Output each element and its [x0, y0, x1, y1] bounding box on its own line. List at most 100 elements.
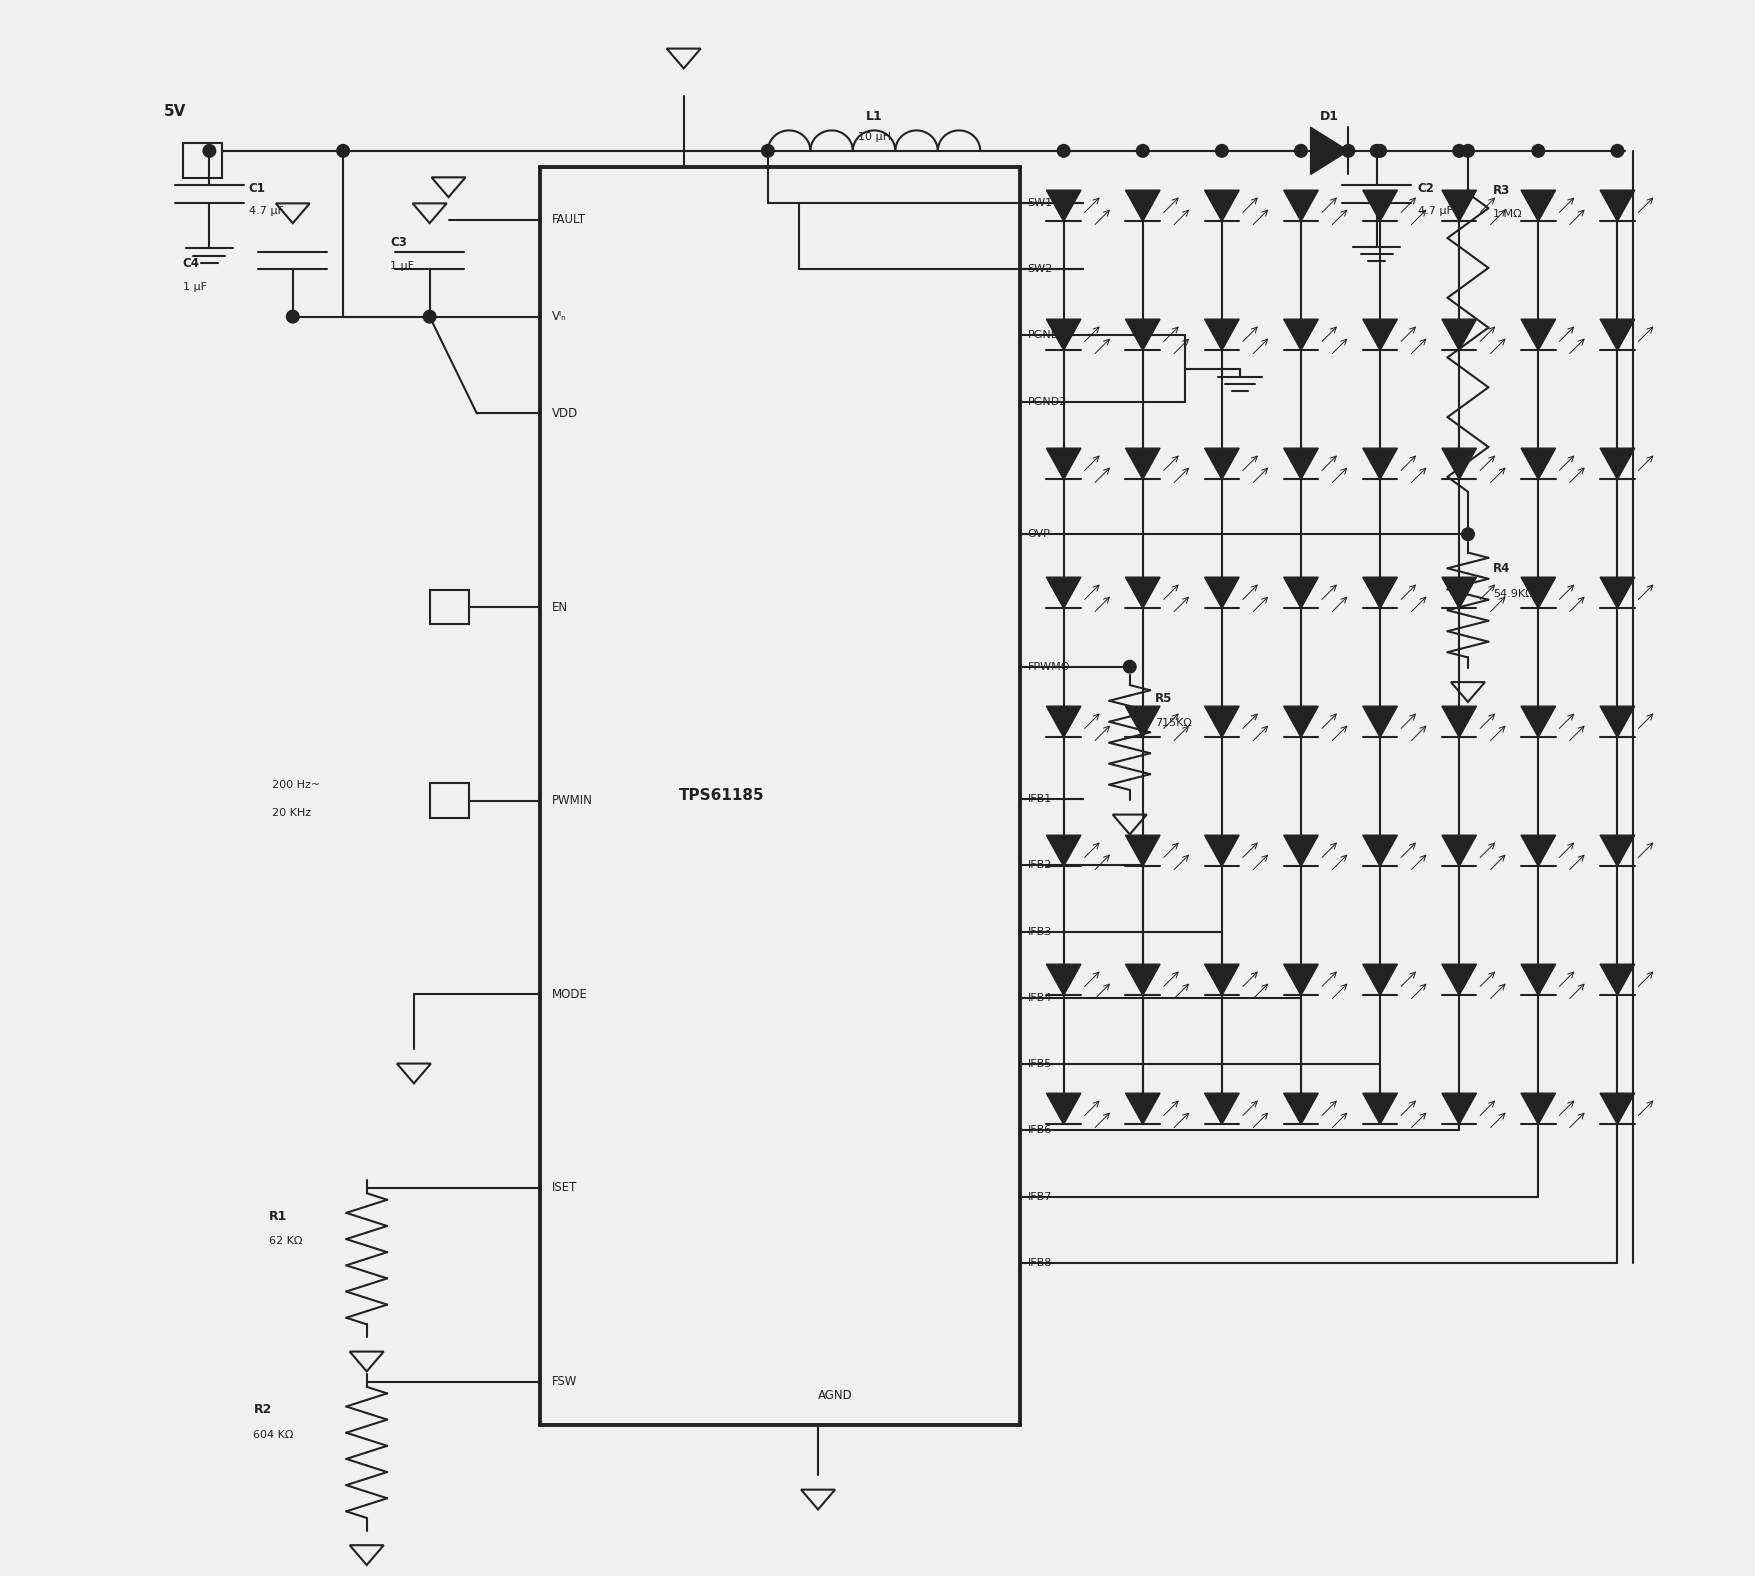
Polygon shape	[1362, 577, 1397, 608]
Text: IFB5: IFB5	[1027, 1059, 1051, 1069]
Polygon shape	[1125, 191, 1160, 221]
Text: IFB7: IFB7	[1027, 1191, 1051, 1201]
Text: PWMIN: PWMIN	[553, 794, 593, 807]
Text: C2: C2	[1416, 183, 1434, 195]
Text: FAULT: FAULT	[553, 213, 586, 227]
Text: MODE: MODE	[553, 988, 588, 1001]
Text: 5V: 5V	[163, 104, 186, 120]
Text: R2: R2	[253, 1403, 272, 1417]
Polygon shape	[1046, 965, 1081, 996]
Text: IFB3: IFB3	[1027, 927, 1051, 936]
Polygon shape	[1046, 1094, 1081, 1124]
Polygon shape	[1283, 835, 1318, 867]
Text: VDD: VDD	[553, 407, 577, 419]
Polygon shape	[1599, 835, 1634, 867]
Polygon shape	[1204, 191, 1239, 221]
Bar	[430, 783, 469, 818]
Polygon shape	[1125, 965, 1160, 996]
Circle shape	[1609, 145, 1623, 158]
Polygon shape	[1599, 191, 1634, 221]
Polygon shape	[1441, 577, 1476, 608]
Text: EN: EN	[553, 600, 569, 613]
Text: SW2: SW2	[1027, 265, 1051, 274]
Polygon shape	[1520, 320, 1555, 350]
Circle shape	[286, 310, 298, 323]
Text: 715KΩ: 715KΩ	[1155, 719, 1192, 728]
Circle shape	[1341, 145, 1353, 158]
Bar	[430, 589, 469, 624]
Polygon shape	[1520, 577, 1555, 608]
Text: L1: L1	[865, 110, 883, 123]
Polygon shape	[1125, 320, 1160, 350]
Polygon shape	[1599, 965, 1634, 996]
Text: PGND2: PGND2	[1027, 397, 1067, 407]
Text: C4: C4	[183, 257, 200, 269]
Text: IFB6: IFB6	[1027, 1125, 1051, 1135]
Circle shape	[1460, 528, 1474, 541]
Text: D1: D1	[1320, 110, 1339, 123]
Polygon shape	[1441, 1094, 1476, 1124]
Polygon shape	[1283, 191, 1318, 221]
Text: 4.7 μF: 4.7 μF	[1416, 205, 1451, 216]
Text: 200 Hz~: 200 Hz~	[272, 780, 319, 790]
Circle shape	[762, 145, 774, 158]
Circle shape	[1369, 145, 1383, 158]
Polygon shape	[1520, 835, 1555, 867]
Text: FPWMO: FPWMO	[1027, 662, 1069, 671]
Text: 1 μF: 1 μF	[390, 262, 414, 271]
Text: 4.7 μF: 4.7 μF	[249, 205, 283, 216]
Polygon shape	[1599, 706, 1634, 738]
Circle shape	[1135, 145, 1148, 158]
Polygon shape	[1362, 1094, 1397, 1124]
Polygon shape	[1441, 191, 1476, 221]
Polygon shape	[1125, 706, 1160, 738]
Text: TPS61185: TPS61185	[679, 788, 765, 804]
Text: 54.9KΩ: 54.9KΩ	[1492, 589, 1532, 599]
Text: C1: C1	[249, 183, 265, 195]
Text: C3: C3	[390, 236, 407, 249]
Polygon shape	[1441, 706, 1476, 738]
Text: 62 KΩ: 62 KΩ	[269, 1237, 302, 1247]
Polygon shape	[1599, 577, 1634, 608]
Polygon shape	[1362, 191, 1397, 221]
Polygon shape	[1362, 965, 1397, 996]
Circle shape	[1460, 145, 1474, 158]
Polygon shape	[1362, 706, 1397, 738]
Polygon shape	[1204, 577, 1239, 608]
Circle shape	[1372, 145, 1386, 158]
Text: IFB4: IFB4	[1027, 993, 1051, 1002]
Circle shape	[337, 145, 349, 158]
Polygon shape	[1520, 191, 1555, 221]
Polygon shape	[1125, 1094, 1160, 1124]
Polygon shape	[1309, 128, 1348, 175]
Polygon shape	[1125, 577, 1160, 608]
Polygon shape	[1362, 448, 1397, 479]
Polygon shape	[1441, 448, 1476, 479]
Text: 20 KHz: 20 KHz	[272, 808, 311, 818]
Text: R5: R5	[1155, 692, 1172, 704]
Text: OVP: OVP	[1027, 530, 1049, 539]
Text: R3: R3	[1492, 184, 1509, 197]
Polygon shape	[1283, 965, 1318, 996]
Circle shape	[423, 310, 435, 323]
Polygon shape	[1204, 835, 1239, 867]
Text: AGND: AGND	[818, 1388, 853, 1401]
Bar	[539, 167, 1020, 1425]
Bar	[183, 143, 221, 178]
Polygon shape	[1125, 835, 1160, 867]
Text: 604 KΩ: 604 KΩ	[253, 1429, 293, 1440]
Text: R4: R4	[1492, 563, 1509, 575]
Circle shape	[1293, 145, 1306, 158]
Polygon shape	[1204, 1094, 1239, 1124]
Polygon shape	[1520, 706, 1555, 738]
Circle shape	[1123, 660, 1135, 673]
Text: PGND1: PGND1	[1027, 331, 1065, 340]
Polygon shape	[1283, 706, 1318, 738]
Polygon shape	[1599, 320, 1634, 350]
Text: SW1: SW1	[1027, 199, 1051, 208]
Polygon shape	[1599, 1094, 1634, 1124]
Text: 1 μF: 1 μF	[183, 282, 207, 292]
Polygon shape	[1046, 320, 1081, 350]
Polygon shape	[1046, 448, 1081, 479]
Polygon shape	[1046, 706, 1081, 738]
